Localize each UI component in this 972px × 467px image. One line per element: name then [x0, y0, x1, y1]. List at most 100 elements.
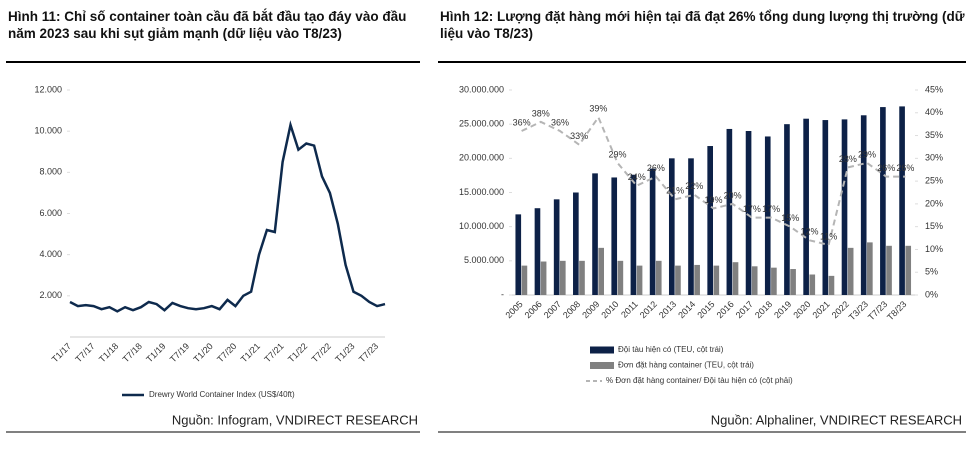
source: Nguồn: Alphaliner, VNDIRECT RESEARCH: [711, 412, 962, 427]
bar: [867, 242, 873, 295]
x-tick-label: 2010: [599, 299, 620, 320]
chart-title: Hình 12: Lượng đặt hàng mới hiện tại đã …: [440, 9, 965, 41]
x-tick-label: T8/23: [885, 299, 908, 322]
bar: [790, 269, 796, 295]
y-tick-label: 10.000: [34, 126, 62, 136]
bar: [534, 208, 541, 295]
bar: [899, 106, 905, 296]
x-tick-label: T1/21: [239, 341, 262, 364]
y-tick-label: 12.000: [34, 84, 62, 94]
data-label: 26%: [896, 163, 914, 173]
bar: [668, 158, 675, 295]
x-tick-label: 2017: [734, 299, 755, 320]
data-label: 12%: [800, 227, 818, 237]
bar: [764, 136, 771, 295]
x-tick-label: 2020: [791, 299, 812, 320]
y2-tick-label: 10%: [925, 244, 943, 254]
source: Nguồn: Infogram, VNDIRECT RESEARCH: [172, 412, 418, 427]
data-label: 29%: [858, 149, 876, 159]
bar: [617, 260, 624, 295]
y-tick-label: 25.000.000: [459, 119, 504, 129]
x-tick-label: T1/19: [144, 341, 167, 364]
data-label: 38%: [532, 108, 550, 118]
legend-label: Đội tàu hiện có (TEU, cột trái): [618, 345, 724, 354]
x-tick-label: 2005: [503, 299, 524, 320]
x-tick-label: 2006: [523, 299, 544, 320]
bar: [880, 107, 886, 295]
x-tick-label: 2015: [695, 299, 716, 320]
bar: [822, 120, 829, 295]
y2-tick-label: 40%: [925, 107, 943, 117]
y-tick-label: 10.000.000: [459, 221, 504, 231]
bar: [841, 119, 848, 295]
bar: [655, 260, 662, 295]
bar: [579, 260, 585, 295]
x-tick-label: 2013: [657, 299, 678, 320]
x-tick-label: T7/19: [168, 341, 191, 364]
bar: [707, 146, 713, 295]
bar: [598, 247, 604, 295]
x-tick-label: T7/18: [121, 341, 144, 364]
bar: [540, 261, 547, 295]
y2-tick-label: 15%: [925, 221, 943, 231]
x-tick-label: 2012: [638, 299, 659, 320]
data-label: 33%: [570, 131, 588, 141]
bar: [809, 274, 816, 295]
bar: [688, 158, 694, 295]
x-tick-label: 2018: [753, 299, 774, 320]
data-label: 11%: [820, 231, 837, 241]
legend-label: Drewry World Container Index (US$/40ft): [149, 390, 295, 399]
bar: [905, 245, 912, 295]
bar: [886, 245, 892, 295]
data-label: 22%: [685, 181, 703, 191]
y-tick-label: 4.000: [39, 249, 62, 259]
x-tick-label: 2007: [542, 299, 563, 320]
y-tick-label: -: [501, 289, 504, 299]
bar: [611, 177, 618, 295]
data-label: 39%: [589, 104, 607, 114]
bar: [573, 192, 579, 295]
bar: [675, 265, 681, 295]
bar: [784, 124, 790, 296]
x-tick-label: 2016: [715, 299, 736, 320]
y2-tick-label: 0%: [925, 289, 938, 299]
y-tick-label: 6.000: [39, 208, 62, 218]
legend-swatch: [590, 362, 614, 369]
x-tick-label: 2021: [811, 299, 832, 320]
line: [69, 120, 386, 313]
bar: [732, 262, 739, 295]
y-tick-label: 20.000.000: [459, 153, 504, 163]
bar: [803, 118, 809, 295]
bar: [515, 214, 522, 295]
bar: [592, 173, 598, 295]
data-label: 21%: [666, 186, 684, 196]
y2-tick-label: 45%: [925, 84, 943, 94]
data-label: 36%: [513, 117, 531, 127]
bar: [771, 267, 777, 295]
x-tick-label: 2014: [676, 299, 697, 320]
bar: [745, 131, 752, 295]
data-label: 17%: [762, 204, 780, 214]
data-label: 26%: [647, 163, 665, 173]
y-tick-label: 2.000: [39, 290, 62, 300]
data-label: 24%: [628, 172, 646, 182]
x-tick-label: T1/20: [191, 341, 214, 364]
bar: [847, 247, 854, 295]
data-label: 15%: [781, 213, 799, 223]
x-tick-label: T7/22: [310, 341, 333, 364]
x-tick-label: T1/18: [97, 341, 120, 364]
x-tick-label: 2008: [561, 299, 582, 320]
y2-tick-label: 35%: [925, 130, 943, 140]
x-tick-label: T3/23: [847, 299, 870, 322]
x-tick-label: T7/21: [262, 341, 285, 364]
y-tick-label: 15.000.000: [459, 187, 504, 197]
bar: [553, 199, 560, 295]
x-tick-label: 2009: [580, 299, 601, 320]
bar: [860, 115, 867, 296]
chart-title: Hình 11: Chỉ số container toàn cầu đã bắ…: [8, 9, 407, 41]
bar: [521, 265, 528, 295]
x-tick-label: T7/23: [866, 299, 889, 322]
bar: [559, 260, 566, 295]
